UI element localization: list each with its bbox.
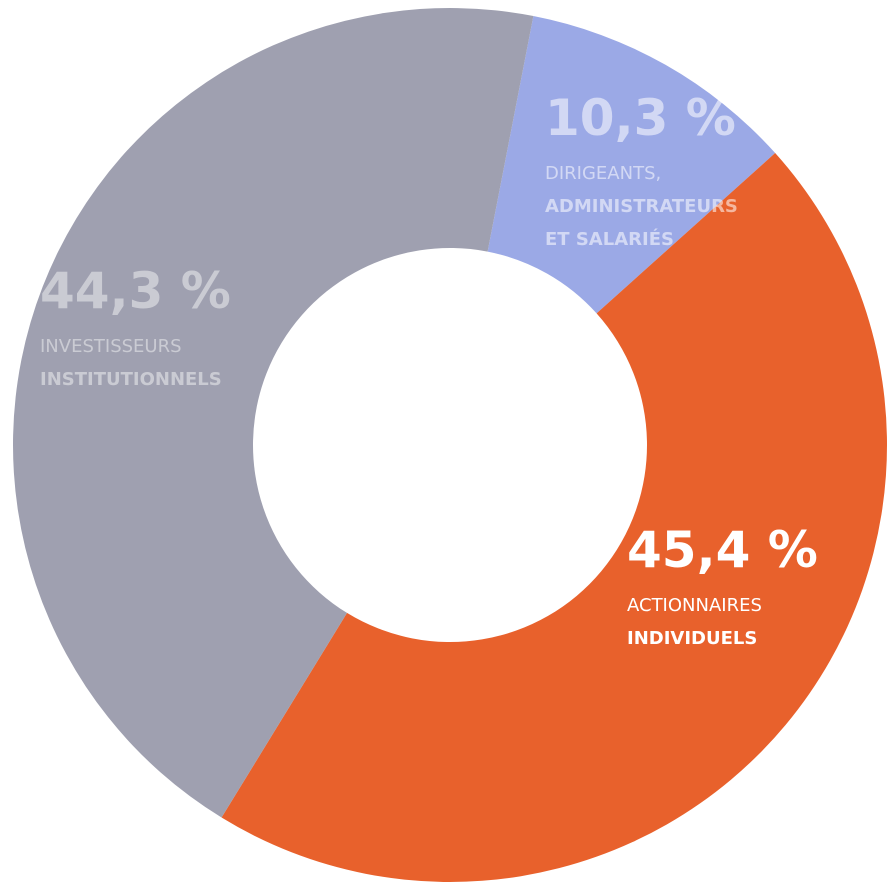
category-label: ADMINISTRATEURS — [545, 196, 738, 217]
category-label: ACTIONNAIRES — [627, 595, 762, 616]
donut-slice — [13, 8, 534, 818]
category-label: INDIVIDUELS — [627, 628, 757, 649]
category-label: INSTITUTIONNELS — [40, 369, 222, 390]
value-label: 45,4 % — [627, 521, 818, 579]
category-label: INVESTISSEURS — [40, 336, 182, 357]
donut-slice — [487, 16, 776, 314]
category-label: ET SALARIÉS — [545, 228, 674, 250]
value-label: 44,3 % — [40, 262, 231, 320]
value-label: 10,3 % — [545, 89, 736, 147]
donut-slice — [221, 153, 887, 882]
category-label: DIRIGEANTS, — [545, 163, 661, 184]
